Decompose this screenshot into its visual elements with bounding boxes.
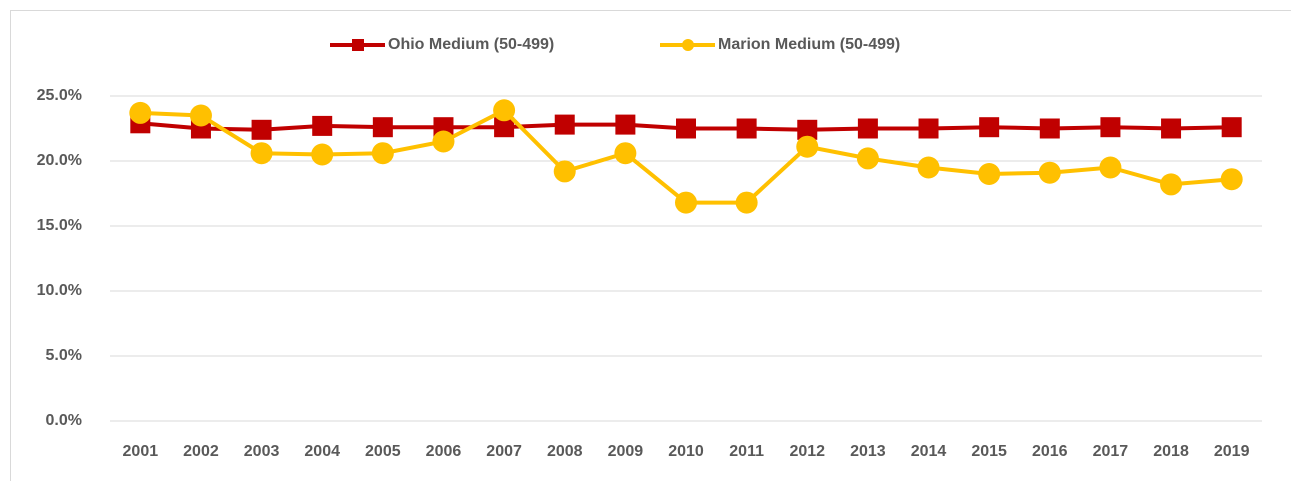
marker bbox=[736, 118, 757, 139]
x-tick-label: 2016 bbox=[1032, 443, 1068, 460]
x-tick-label: 2014 bbox=[911, 443, 947, 460]
marker bbox=[675, 191, 697, 214]
x-tick-label: 2011 bbox=[729, 443, 764, 460]
marker bbox=[857, 118, 878, 139]
marker bbox=[856, 147, 879, 170]
y-tick-label: 25.0% bbox=[37, 87, 82, 104]
x-tick-label: 2012 bbox=[789, 443, 825, 460]
marker bbox=[189, 104, 212, 127]
marker bbox=[735, 191, 758, 214]
x-tick-label: 2019 bbox=[1214, 443, 1250, 460]
x-tick-label: 2018 bbox=[1153, 443, 1189, 460]
marker bbox=[1099, 156, 1122, 179]
legend-marker bbox=[682, 39, 694, 51]
y-tick-label: 10.0% bbox=[37, 282, 82, 299]
x-tick-label: 2001 bbox=[123, 443, 159, 460]
marker bbox=[1039, 118, 1060, 139]
marker bbox=[129, 101, 152, 124]
y-tick-label: 0.0% bbox=[46, 412, 82, 429]
x-tick-label: 2002 bbox=[183, 443, 219, 460]
marker bbox=[312, 115, 333, 136]
marker bbox=[311, 143, 334, 166]
legend-label: Marion Medium (50-499) bbox=[718, 36, 900, 53]
marker bbox=[1038, 161, 1061, 184]
x-tick-label: 2008 bbox=[547, 443, 583, 460]
marker bbox=[553, 160, 576, 183]
x-tick-label: 2013 bbox=[850, 443, 886, 460]
x-tick-label: 2003 bbox=[244, 443, 280, 460]
marker bbox=[676, 118, 696, 139]
x-tick-label: 2007 bbox=[486, 443, 522, 460]
marker bbox=[1161, 118, 1182, 139]
marker bbox=[1100, 117, 1121, 138]
marker bbox=[917, 156, 940, 179]
legend-label: Ohio Medium (50-499) bbox=[388, 36, 554, 53]
x-tick-label: 2005 bbox=[365, 443, 401, 460]
marker bbox=[1160, 173, 1183, 196]
marker bbox=[918, 118, 939, 139]
marker bbox=[554, 114, 575, 135]
marker bbox=[250, 142, 273, 165]
marker bbox=[1221, 117, 1242, 138]
marker bbox=[371, 142, 394, 165]
marker bbox=[494, 117, 515, 138]
x-tick-label: 2015 bbox=[971, 443, 1007, 460]
x-tick-label: 2006 bbox=[426, 443, 462, 460]
x-tick-label: 2004 bbox=[304, 443, 340, 460]
marker bbox=[493, 99, 516, 122]
marker bbox=[432, 130, 455, 153]
y-tick-label: 5.0% bbox=[46, 347, 82, 364]
marker bbox=[979, 117, 1000, 138]
y-tick-label: 20.0% bbox=[37, 152, 82, 169]
marker bbox=[372, 117, 393, 138]
marker bbox=[614, 142, 637, 165]
legend-marker bbox=[352, 39, 364, 51]
marker bbox=[978, 163, 1001, 185]
chart-frame bbox=[10, 10, 1291, 481]
marker bbox=[1220, 168, 1243, 191]
x-tick-label: 2017 bbox=[1093, 443, 1129, 460]
marker bbox=[251, 119, 272, 140]
x-tick-label: 2010 bbox=[668, 443, 704, 460]
marker bbox=[796, 135, 819, 158]
y-tick-label: 15.0% bbox=[37, 217, 82, 234]
marker bbox=[615, 114, 636, 135]
x-tick-label: 2009 bbox=[608, 443, 644, 460]
marker bbox=[797, 119, 818, 140]
